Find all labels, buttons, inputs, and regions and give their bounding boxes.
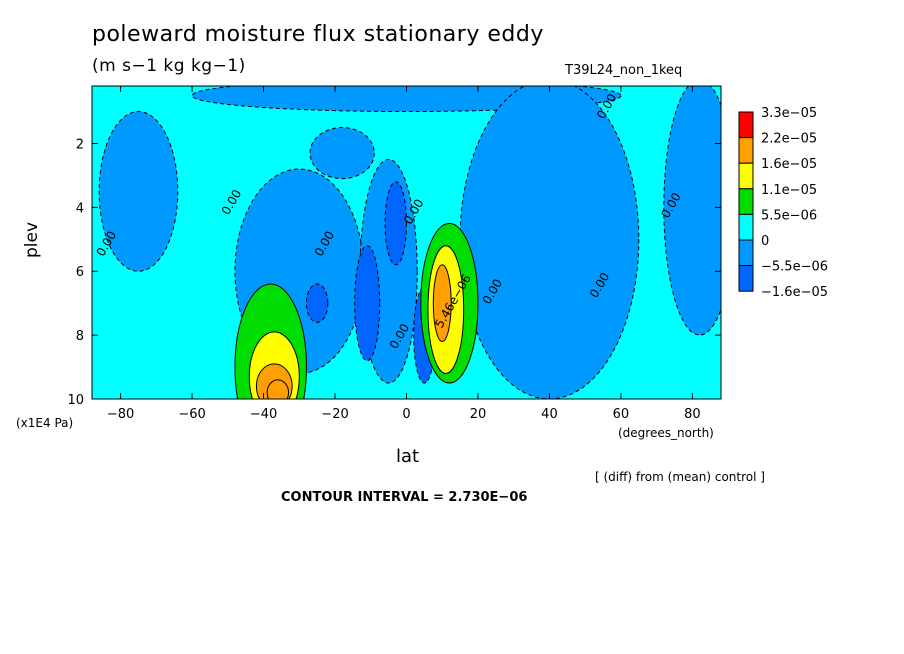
x-axis-label: lat bbox=[396, 446, 420, 467]
contour-region-6 bbox=[309, 127, 375, 180]
y-tick-label: 10 bbox=[67, 393, 84, 408]
contour-region-8 bbox=[354, 245, 381, 362]
legend-swatch bbox=[738, 188, 754, 215]
y-tick-label: 2 bbox=[76, 137, 84, 152]
contour-region-7 bbox=[384, 181, 408, 266]
contour-interval: CONTOUR INTERVAL = 2.730E−06 bbox=[281, 490, 528, 505]
x-tick-label: −80 bbox=[107, 407, 134, 422]
legend-swatch bbox=[738, 265, 754, 292]
contour-region-15 bbox=[432, 264, 452, 343]
legend-label: −5.5e−06 bbox=[761, 260, 828, 275]
y-axis-units: (x1E4 Pa) bbox=[16, 416, 74, 430]
legend-swatch bbox=[738, 111, 754, 139]
x-tick-label: 0 bbox=[402, 407, 410, 422]
contour-region-4 bbox=[459, 86, 640, 399]
legend-label: 5.5e−06 bbox=[761, 208, 817, 223]
legend-label: 0 bbox=[761, 234, 769, 249]
run-label: T39L24_non_1keq bbox=[565, 63, 683, 78]
contour-region-17 bbox=[266, 379, 290, 399]
y-tick-label: 8 bbox=[76, 329, 84, 344]
chart-units: (m s−1 kg kg−1) bbox=[92, 56, 246, 76]
legend-swatch bbox=[738, 239, 754, 267]
contour-region-10 bbox=[305, 283, 329, 323]
x-tick-label: 20 bbox=[470, 407, 487, 422]
legend-swatch bbox=[738, 162, 754, 190]
x-tick-label: −20 bbox=[321, 407, 348, 422]
diff-note: [ (diff) from (mean) control ] bbox=[595, 470, 765, 484]
legend-label: 1.6e−05 bbox=[761, 157, 817, 172]
x-tick-label: 60 bbox=[613, 407, 630, 422]
legend-label: 1.1e−05 bbox=[761, 183, 817, 198]
legend-swatch bbox=[738, 213, 754, 241]
x-tick-label: 40 bbox=[541, 407, 558, 422]
chart-title: poleward moisture flux stationary eddy bbox=[92, 22, 544, 47]
legend-label: 3.3e−05 bbox=[761, 106, 817, 121]
y-tick-label: 4 bbox=[76, 201, 84, 216]
x-axis-units: (degrees_north) bbox=[618, 426, 714, 440]
x-tick-label: 80 bbox=[684, 407, 701, 422]
legend-label: −1.6e−05 bbox=[761, 285, 828, 300]
y-tick-label: 6 bbox=[76, 265, 84, 280]
legend-swatch bbox=[738, 137, 754, 164]
x-tick-label: −40 bbox=[250, 407, 277, 422]
legend-label: 2.2e−05 bbox=[761, 132, 817, 147]
contour-region-1 bbox=[98, 111, 179, 272]
contour-region-5 bbox=[663, 86, 721, 336]
x-tick-label: −60 bbox=[178, 407, 205, 422]
